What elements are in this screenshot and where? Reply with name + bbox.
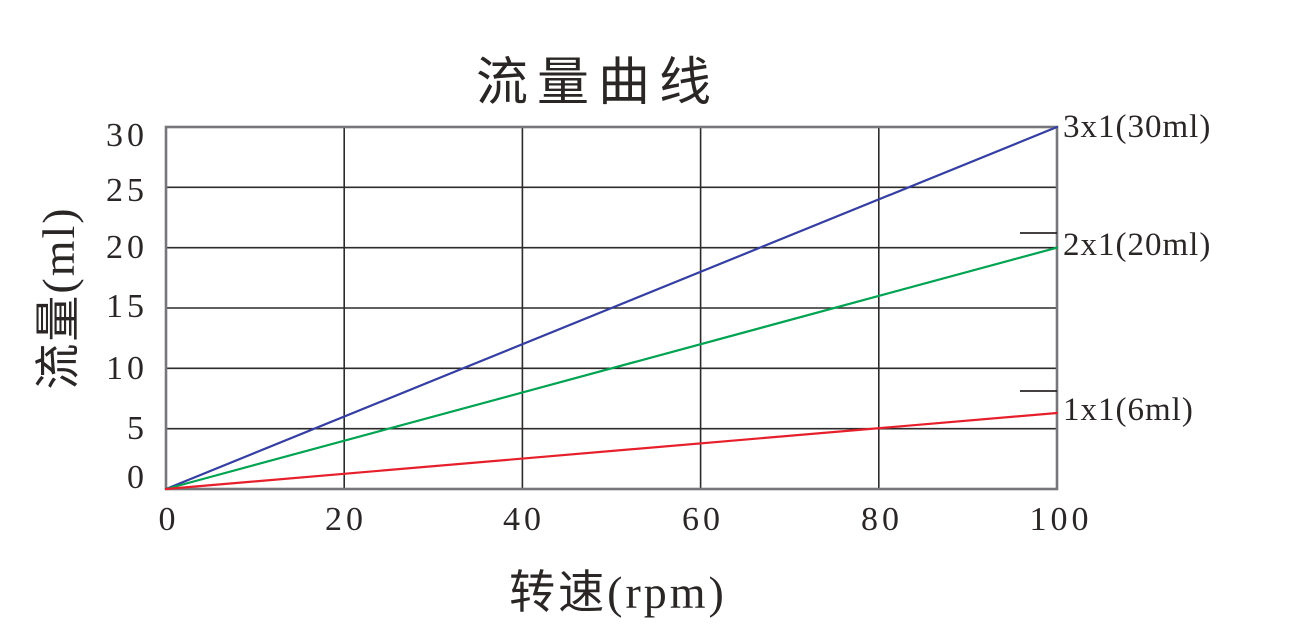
y-tick-label: 30 [106,117,148,154]
series-line-3x1(30ml) [164,125,1059,491]
series-label-2x1-20ml: 2x1(20ml) [1063,227,1212,263]
y-tick-label: 15 [106,288,148,325]
x-tick-label: 60 [682,501,724,538]
x-tick-label: 20 [325,501,367,538]
x-tick-label: 0 [158,501,180,538]
y-tick-label: 5 [127,410,148,447]
x-tick-label: 80 [861,501,903,538]
series-label-1x1-6ml: 1x1(6ml) [1063,392,1194,428]
y-tick-label: 10 [106,350,148,387]
y-tick-label: 0 [127,459,148,496]
y-tick-label: 20 [106,229,148,266]
y-tick-label: 25 [106,172,148,209]
x-tick-label: 100 [1029,501,1093,538]
series-label-3x1-30ml: 3x1(30ml) [1063,109,1212,145]
plot-frame [164,125,1059,491]
series-line-2x1(20ml) [164,246,1059,491]
x-tick-label: 40 [503,501,545,538]
series-line-1x1(6ml) [164,411,1059,491]
x-axis-title: 转速(rpm) [509,567,727,618]
chart-title: 流量曲线 [475,55,721,112]
